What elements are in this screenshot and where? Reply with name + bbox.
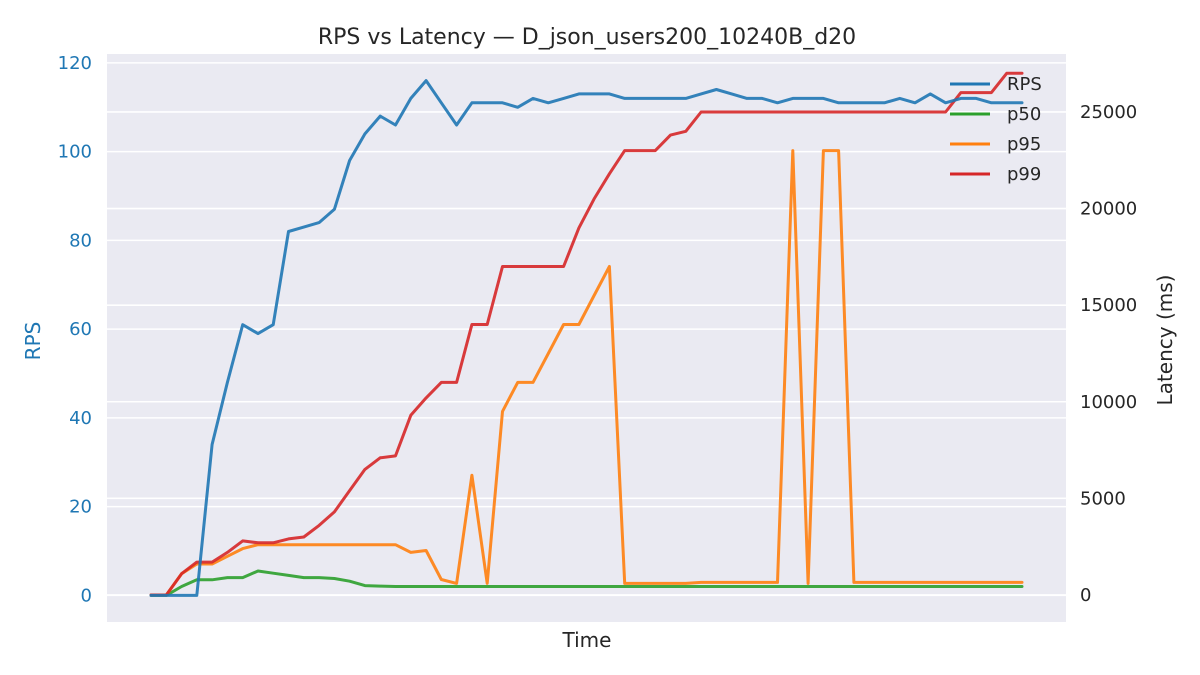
legend-label-p99: p99 (1007, 164, 1041, 185)
right-axis-ticks: 0 5000 10000 15000 20000 25000 (1080, 102, 1137, 606)
y-tick-label-left: 20 (69, 497, 92, 518)
series-line-p95 (149, 149, 1024, 597)
y-tick-label-right: 10000 (1080, 392, 1137, 413)
y-tick-label-left: 40 (69, 408, 92, 429)
y-tick-label-right: 15000 (1080, 295, 1137, 316)
legend-label-rps: RPS (1007, 74, 1042, 95)
y-tick-label-left: 80 (69, 230, 92, 251)
legend-label-p50: p50 (1007, 104, 1041, 125)
y-tick-label-right: 5000 (1080, 488, 1126, 509)
grid-lines-right (107, 111, 1066, 596)
series-line-rps (149, 79, 1024, 597)
y-tick-label-left: 60 (69, 319, 92, 340)
y-tick-label-left: 120 (58, 53, 92, 74)
plot-background (107, 54, 1066, 622)
y-tick-label-right: 25000 (1080, 102, 1137, 123)
x-axis-label: Time (562, 628, 612, 652)
legend: RPS p50 p95 p99 (950, 74, 1042, 185)
y-tick-label-right: 20000 (1080, 199, 1137, 220)
series-line-p99 (149, 71, 1024, 597)
y-tick-label-right: 0 (1080, 585, 1091, 606)
chart-title: RPS vs Latency — D_json_users200_10240B_… (318, 25, 856, 50)
series-line-p50 (149, 569, 1024, 597)
legend-label-p95: p95 (1007, 134, 1041, 155)
y-axis-left-label: RPS (21, 322, 45, 361)
y-axis-right-label: Latency (ms) (1153, 275, 1177, 406)
series-lines (149, 71, 1024, 597)
left-axis-ticks: 0 20 40 60 80 100 120 (58, 53, 92, 607)
y-tick-label-left: 0 (81, 585, 92, 606)
y-tick-label-left: 100 (58, 142, 92, 163)
